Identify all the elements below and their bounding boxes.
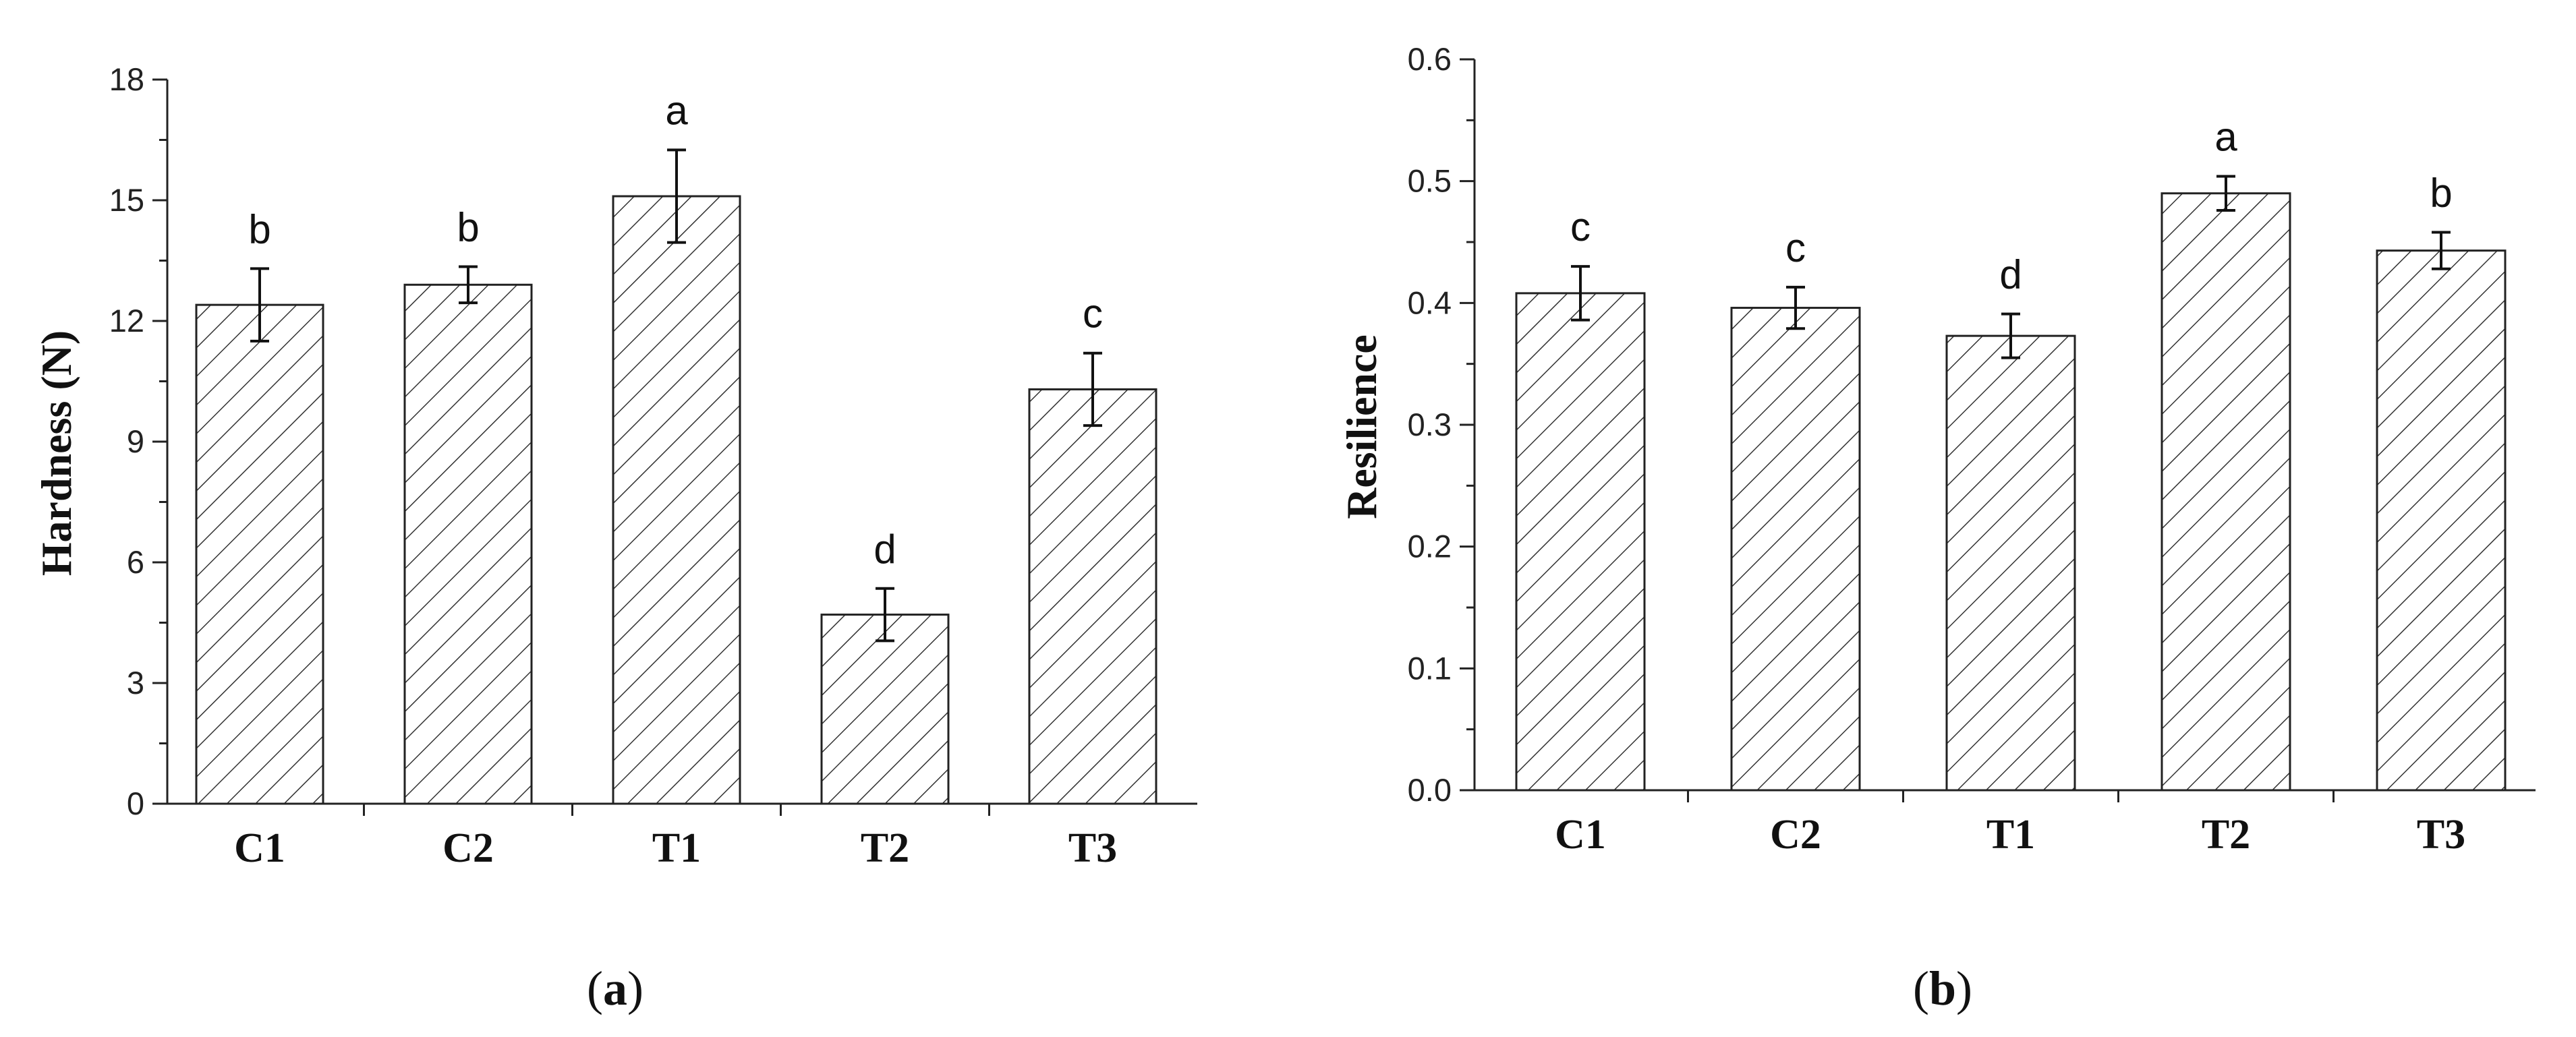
significance-letter: c (1785, 225, 1806, 270)
significance-letter: d (1999, 252, 2022, 297)
chart-panel-b: Resilience (b) 0.0 0.1 0.2 0.3 0.4 0.5 0.6 c C1 c… (1338, 41, 2536, 1015)
bar-t2 (2160, 192, 2291, 792)
bar-t2 (820, 614, 950, 805)
x-tick-label: C1 (234, 825, 285, 871)
y-tick-label: 18 (109, 61, 144, 97)
x-tick-label: C1 (1555, 812, 1606, 858)
panel-label-a: (a) (587, 961, 643, 1015)
y-tick-label: 0.3 (1408, 407, 1452, 442)
bar-c2 (403, 283, 533, 805)
bar-t3 (2376, 249, 2507, 792)
y-tick-label: 0.4 (1408, 285, 1452, 320)
y-tick-label: 0.5 (1408, 163, 1452, 199)
significance-letter: a (2214, 114, 2237, 159)
bar-t1 (1945, 334, 2076, 792)
y-axis-label: Resilience (1338, 334, 1385, 519)
x-tick-label: T2 (2202, 812, 2250, 858)
x-tick-label: C2 (1770, 812, 1821, 858)
x-tick-label: T2 (861, 825, 909, 871)
significance-letter: b (2430, 171, 2452, 216)
x-tick-label: C2 (442, 825, 494, 871)
significance-letter: c (1083, 291, 1103, 336)
panel-label-b: (b) (1913, 961, 1972, 1015)
bar-t1 (612, 195, 741, 805)
y-tick-label: 0.1 (1408, 650, 1452, 686)
y-tick-label: 15 (109, 182, 144, 218)
bar-t3 (1028, 388, 1157, 805)
y-axis-label: Hardness (N) (32, 330, 80, 576)
x-tick-label: T1 (1986, 812, 2035, 858)
significance-letter: d (874, 527, 896, 572)
y-tick-label: 0.0 (1408, 772, 1452, 808)
y-tick-label: 3 (127, 665, 144, 701)
significance-letter: b (248, 206, 270, 251)
x-tick-label: T3 (2417, 812, 2465, 858)
significance-letter: a (665, 88, 688, 133)
significance-letter: b (457, 204, 479, 249)
bar-c1 (195, 303, 324, 805)
y-tick-label: 9 (127, 423, 144, 459)
chart-panel-a: Hardness (N) (a) 0 3 6 9 12 15 18 b C1 b C2 a T1 d T2 c… (32, 61, 1197, 1015)
y-tick-label: 0 (127, 786, 144, 821)
significance-letter: c (1570, 204, 1591, 249)
bar-c2 (1730, 307, 1861, 792)
bar-c1 (1515, 292, 1646, 792)
x-tick-label: T3 (1068, 825, 1117, 871)
y-tick-label: 0.2 (1408, 529, 1452, 564)
x-tick-label: T1 (652, 825, 701, 871)
y-tick-label: 12 (109, 303, 144, 338)
y-tick-label: 6 (127, 544, 144, 580)
y-tick-label: 0.6 (1408, 41, 1452, 77)
